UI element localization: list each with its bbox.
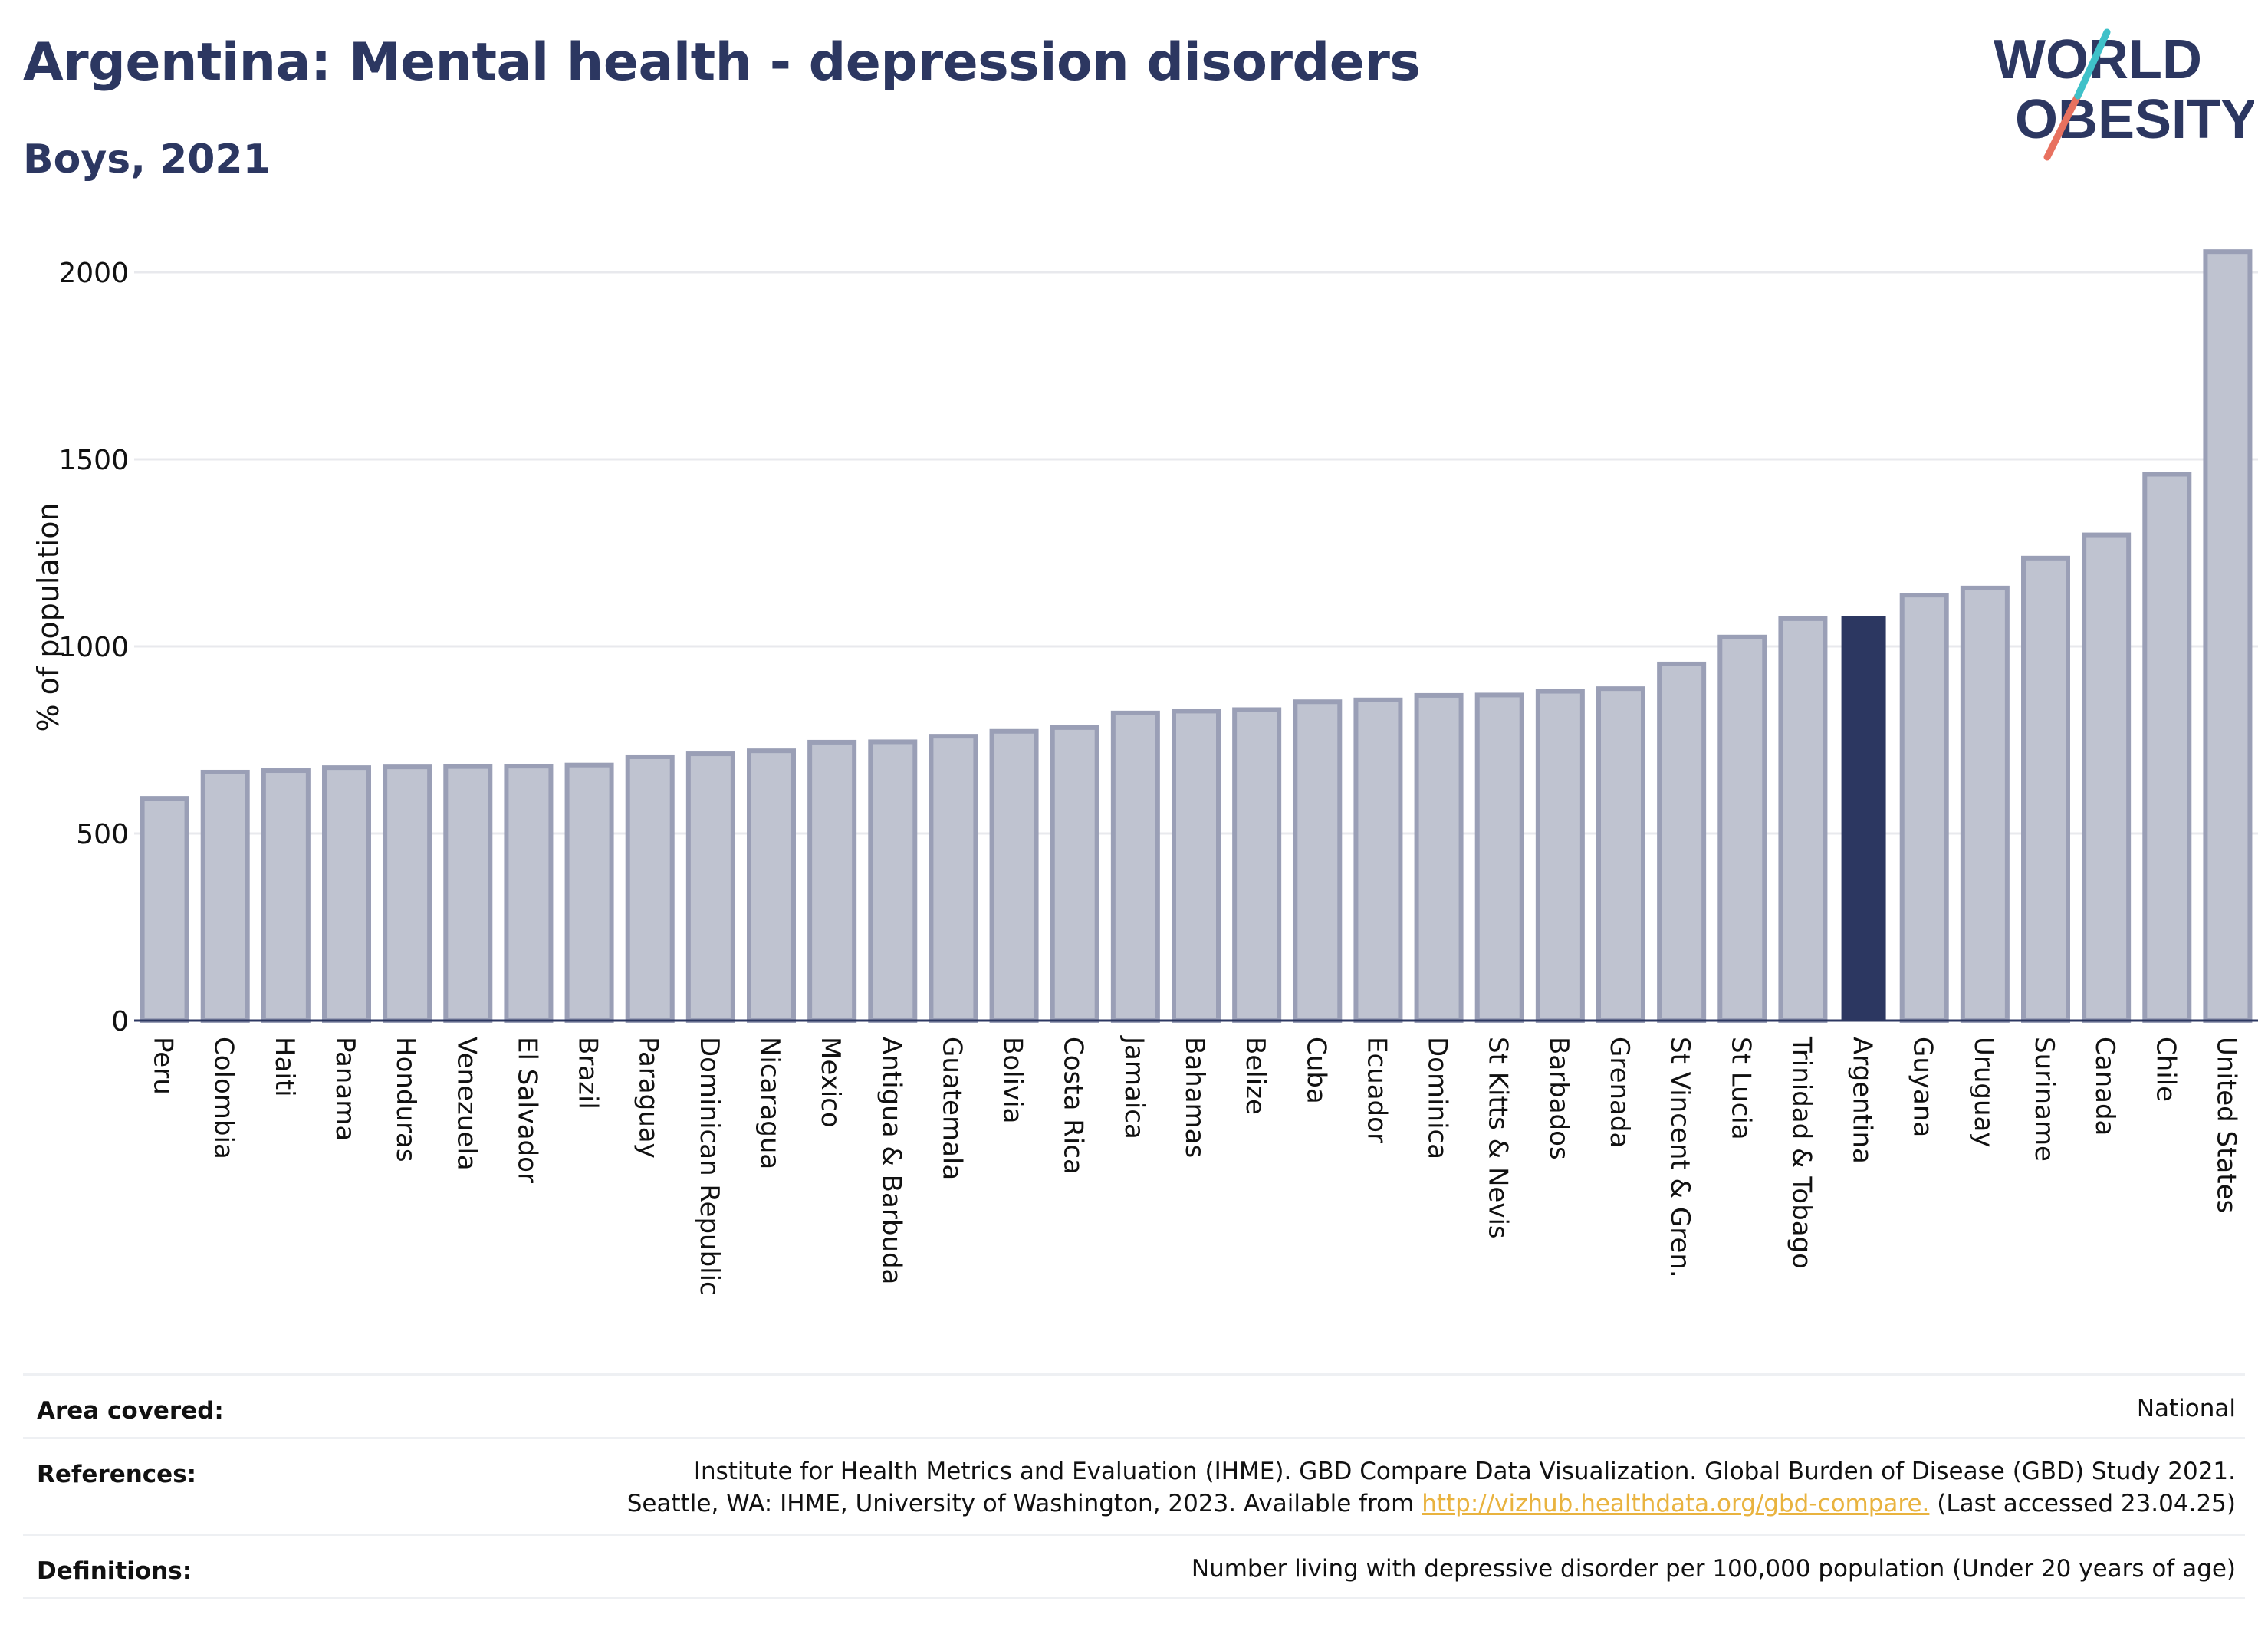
page-subtitle: Boys, 2021 [23,136,271,182]
y-tick-label: 1500 [58,445,129,476]
x-tick-label: Trinidad & Tobago [1786,1036,1816,1269]
bar-paraguay [625,754,675,1024]
bar-colombia [200,769,250,1024]
x-tick-label: Canada [2089,1037,2120,1136]
references-accessed: (Last accessed 23.04.25) [1929,1490,2236,1517]
bar-antigua-barbuda [868,739,918,1023]
x-tick-label: Jamaica [1119,1035,1149,1139]
x-tick-label: Chile [2150,1037,2181,1102]
references-line-1: Institute for Health Metrics and Evaluat… [693,1458,2236,1485]
x-tick-label: Guyana [1908,1037,1938,1137]
bar-haiti [261,768,311,1023]
x-tick-label: United States [2210,1037,2241,1213]
footer-divider [23,1373,2245,1376]
x-tick-label: Uruguay [1968,1037,1999,1148]
area-covered-value: National [2136,1395,2236,1422]
footer-divider [23,1437,2245,1439]
bar-mexico [807,739,857,1023]
y-axis-ticks: 0 500 1000 1500 2000 [58,258,129,1037]
bar-bahamas [1172,709,1221,1023]
bar-ecuador [1353,697,1403,1023]
definitions-label: Definitions: [37,1557,192,1585]
bar-panama [322,765,371,1023]
bar-st-vincent-gren- [1657,661,1707,1023]
y-tick-label: 1000 [58,632,129,663]
x-tick-label: Guatemala [936,1037,967,1180]
x-tick-label: Panama [330,1037,360,1141]
bar-guyana [1899,593,1949,1023]
bar-chile [2142,472,2192,1023]
bar-suriname [2021,555,2070,1023]
x-tick-label: Venezuela [451,1037,482,1171]
bar-belize [1232,707,1282,1023]
bar-grenada [1596,686,1645,1023]
bar-brazil [564,762,614,1023]
x-tick-label: Dominica [1422,1037,1453,1159]
bar-canada [2082,532,2132,1023]
bar-st-kitts-nevis [1474,692,1524,1023]
references-text: Seattle, WA: IHME, University of Washing… [626,1490,1422,1517]
world-obesity-logo: WORLD OBESITY [1994,28,2254,161]
x-tick-label: Bolivia [998,1037,1028,1123]
x-tick-label: Colombia [209,1037,239,1159]
area-covered-label: Area covered: [37,1397,224,1425]
x-axis-labels: Peru Colombia Haiti Panama Honduras Venezuela… [148,1035,2242,1296]
x-tick-label: Dominican Republic [694,1037,725,1296]
bar-peru [140,796,189,1024]
bars [140,249,2253,1024]
bar-venezuela [443,764,493,1023]
bar-nicaragua [747,748,796,1023]
x-tick-label: Suriname [2029,1037,2059,1162]
x-tick-label: Antigua & Barbuda [876,1037,906,1284]
references-label: References: [37,1461,197,1488]
x-tick-label: Nicaragua [754,1037,785,1169]
page-title: Argentina: Mental health - depression di… [23,32,1421,93]
x-tick-label: St Vincent & Gren. [1665,1037,1695,1278]
x-tick-label: Ecuador [1361,1037,1392,1143]
y-tick-label: 2000 [58,258,129,289]
y-tick-label: 500 [76,819,129,850]
x-tick-label: Barbados [1543,1037,1574,1160]
bar-bolivia [989,728,1039,1023]
y-tick-label: 0 [111,1006,129,1037]
definitions-value: Number living with depressive disorder p… [1191,1555,2236,1583]
x-tick-label: Mexico [815,1037,846,1128]
bar-dominican-republic [685,751,735,1024]
bar-united-states [2203,249,2253,1024]
footer-divider [23,1534,2245,1536]
bar-el-salvador [504,764,554,1023]
bar-honduras [383,764,432,1023]
x-tick-label: Honduras [390,1037,421,1162]
x-tick-label: St Kitts & Nevis [1483,1037,1514,1239]
y-axis-title: % of population [31,502,65,732]
x-tick-label: Bahamas [1179,1037,1210,1158]
x-tick-label: Peru [148,1037,179,1095]
bar-chart: 0 500 1000 1500 2000 Peru Colombia Haiti Panama… [31,249,2258,1296]
bar-costa-rica [1050,725,1099,1023]
x-tick-label: St Lucia [1725,1037,1756,1140]
footer-divider [23,1597,2245,1599]
x-tick-label: Belize [1240,1037,1270,1115]
bar-guatemala [929,734,978,1023]
bar-uruguay [1960,585,2010,1023]
bar-argentina [1841,616,1886,1021]
x-tick-label: Cuba [1300,1037,1331,1104]
x-tick-label: Argentina [1847,1037,1878,1164]
references-line-2: Seattle, WA: IHME, University of Washing… [627,1488,2236,1520]
bar-barbados [1535,689,1585,1023]
x-tick-label: Brazil [573,1037,603,1110]
bar-st-lucia [1717,634,1767,1023]
x-tick-label: Paraguay [633,1037,664,1159]
bar-cuba [1293,699,1343,1023]
x-tick-label: El Salvador [511,1037,542,1183]
x-tick-label: Costa Rica [1058,1037,1089,1175]
references-link[interactable]: http://vizhub.healthdata.org/gbd-compare… [1422,1490,1930,1517]
bar-trinidad-tobago [1778,616,1828,1023]
bar-dominica [1414,692,1464,1023]
x-tick-label: Haiti [269,1037,300,1097]
references-value: Institute for Health Metrics and Evaluat… [627,1455,2236,1520]
bar-jamaica [1110,710,1160,1023]
x-tick-label: Grenada [1604,1037,1635,1148]
